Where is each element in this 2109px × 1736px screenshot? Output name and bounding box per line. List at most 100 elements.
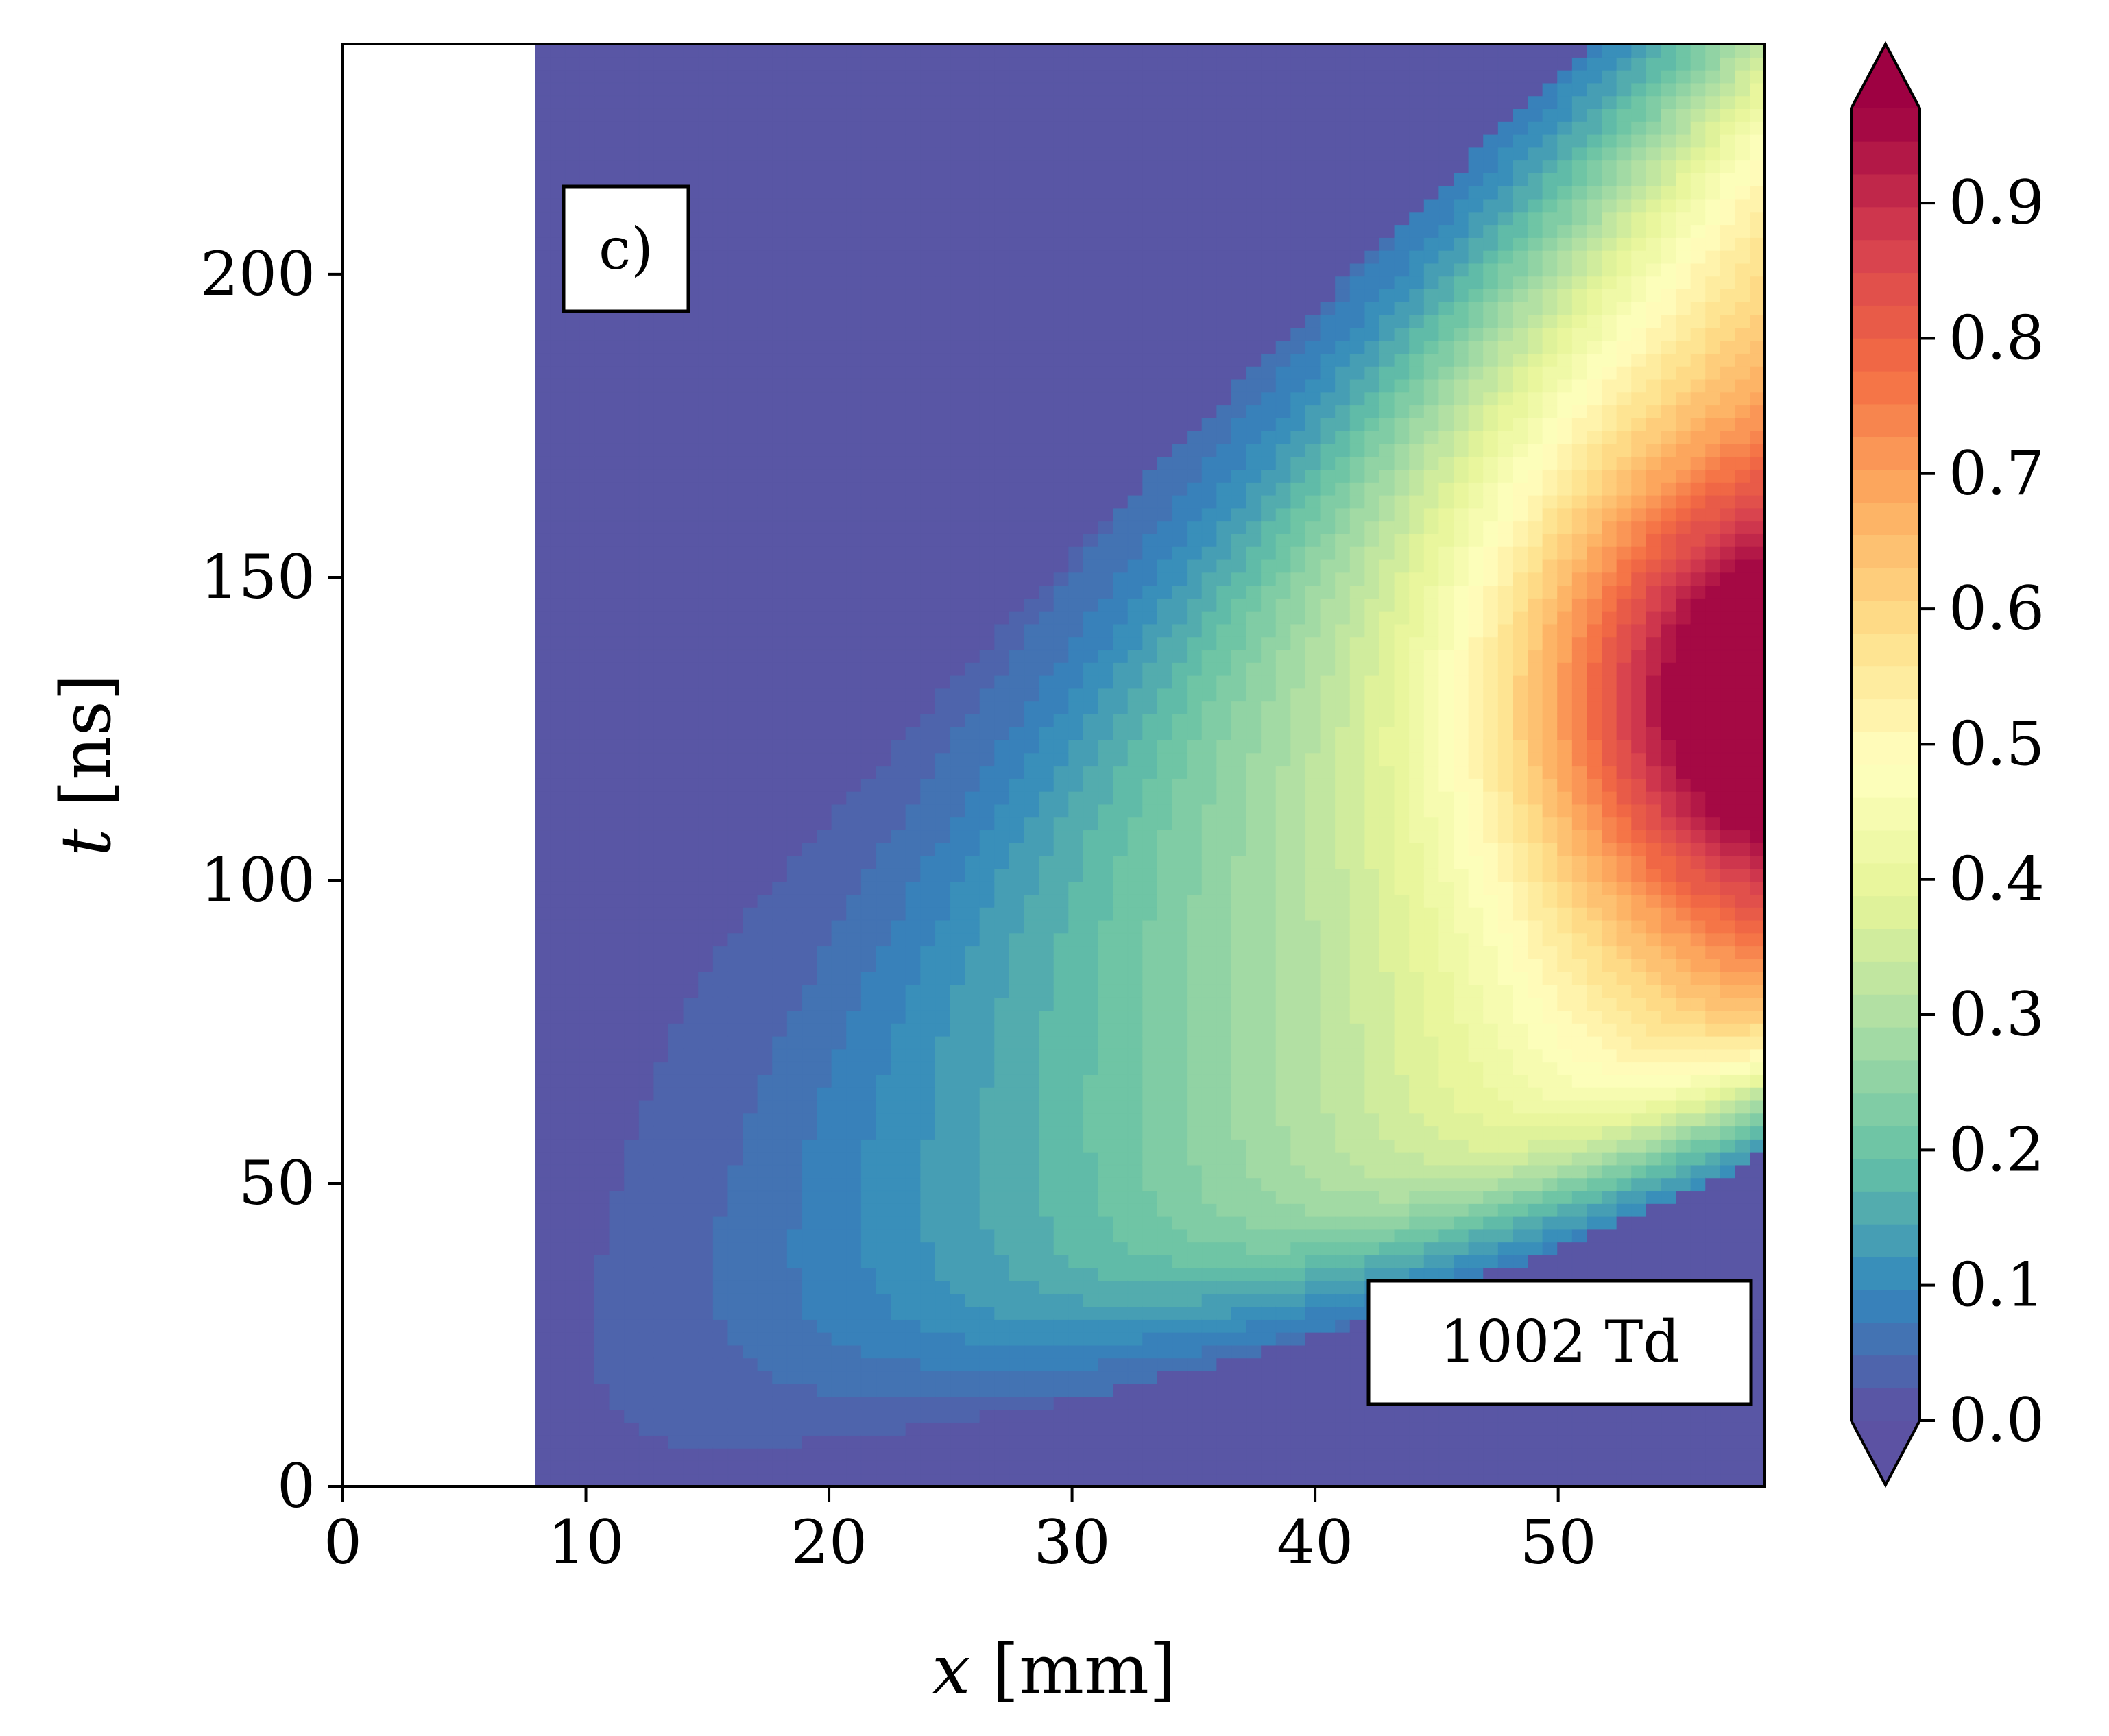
heatmap-cell bbox=[653, 546, 670, 560]
heatmap-cell bbox=[979, 1370, 996, 1384]
heatmap-cell bbox=[831, 662, 847, 676]
heatmap-cell bbox=[1142, 804, 1159, 818]
heatmap-cell bbox=[831, 520, 847, 534]
heatmap-cell bbox=[876, 417, 892, 431]
heatmap-cell bbox=[1113, 945, 1129, 959]
heatmap-cell bbox=[802, 507, 818, 522]
heatmap-cell bbox=[1068, 1241, 1085, 1255]
heatmap-cell bbox=[994, 494, 1011, 509]
heatmap-cell bbox=[846, 1048, 863, 1063]
heatmap-cell bbox=[727, 56, 744, 71]
heatmap-cell bbox=[905, 829, 921, 843]
heatmap-cell bbox=[860, 675, 877, 689]
heatmap-cell bbox=[1127, 1447, 1144, 1462]
heatmap-cell bbox=[712, 1421, 729, 1436]
heatmap-cell bbox=[860, 906, 877, 921]
heatmap-cell bbox=[935, 69, 951, 84]
heatmap-cell bbox=[831, 751, 847, 767]
heatmap-cell bbox=[638, 1267, 655, 1281]
heatmap-cell bbox=[965, 520, 981, 534]
heatmap-cell bbox=[535, 95, 551, 110]
heatmap-cell bbox=[1098, 365, 1114, 380]
heatmap-cell bbox=[1068, 1061, 1085, 1075]
heatmap-cell bbox=[1142, 1112, 1159, 1127]
heatmap-cell bbox=[579, 1061, 596, 1075]
heatmap-cell bbox=[817, 1151, 833, 1166]
heatmap-cell bbox=[876, 365, 892, 380]
heatmap-cell bbox=[579, 597, 596, 612]
heatmap-cell bbox=[624, 1022, 640, 1037]
heatmap-cell bbox=[1009, 1087, 1025, 1101]
heatmap-cell bbox=[1009, 751, 1025, 767]
heatmap-cell bbox=[1039, 134, 1055, 148]
heatmap-cell bbox=[860, 855, 877, 869]
heatmap-cell bbox=[1009, 804, 1025, 818]
heatmap-cell bbox=[550, 1345, 566, 1359]
heatmap-cell bbox=[594, 1228, 610, 1243]
heatmap-cell bbox=[1083, 1087, 1099, 1101]
heatmap-cell bbox=[905, 210, 921, 226]
heatmap-cell bbox=[1127, 56, 1144, 71]
heatmap-cell bbox=[786, 867, 803, 882]
heatmap-cell bbox=[876, 1022, 892, 1037]
heatmap-cell bbox=[712, 1009, 729, 1024]
heatmap-cell bbox=[1142, 1370, 1159, 1384]
heatmap-cell bbox=[579, 1241, 596, 1255]
heatmap-cell bbox=[891, 1228, 907, 1243]
heatmap-cell bbox=[743, 662, 759, 676]
heatmap-cell bbox=[1172, 237, 1188, 251]
heatmap-cell bbox=[550, 945, 566, 959]
heatmap-cell bbox=[712, 1138, 729, 1153]
heatmap-cell bbox=[698, 919, 714, 934]
heatmap-cell bbox=[668, 1254, 684, 1268]
heatmap-cell bbox=[817, 713, 833, 727]
heatmap-cell bbox=[653, 842, 670, 856]
heatmap-cell bbox=[609, 804, 625, 818]
heatmap-cell bbox=[609, 764, 625, 779]
heatmap-cell bbox=[1172, 829, 1188, 843]
heatmap-cell bbox=[579, 1292, 596, 1307]
heatmap-cell bbox=[638, 56, 655, 71]
heatmap-cell bbox=[1172, 880, 1188, 895]
heatmap-cell bbox=[1113, 1267, 1129, 1281]
heatmap-cell bbox=[772, 301, 788, 315]
heatmap-cell bbox=[743, 636, 759, 651]
heatmap-cell bbox=[802, 533, 818, 547]
heatmap-cell bbox=[965, 314, 981, 328]
heatmap-cell bbox=[653, 1370, 670, 1384]
heatmap-cell bbox=[965, 1035, 981, 1050]
heatmap-cell bbox=[786, 1357, 803, 1372]
heatmap-cell bbox=[712, 417, 729, 431]
heatmap-cell bbox=[1009, 56, 1025, 71]
heatmap-cell bbox=[594, 69, 610, 84]
heatmap-cell bbox=[965, 210, 981, 226]
heatmap-cell bbox=[802, 146, 818, 161]
heatmap-cell bbox=[786, 1370, 803, 1384]
heatmap-cell bbox=[712, 559, 729, 573]
heatmap-cell bbox=[994, 842, 1011, 856]
heatmap-cell bbox=[1083, 185, 1099, 200]
heatmap-cell bbox=[683, 1357, 699, 1372]
heatmap-cell bbox=[786, 224, 803, 238]
heatmap-cell bbox=[638, 842, 655, 856]
heatmap-cell bbox=[1009, 134, 1025, 148]
heatmap-cell bbox=[860, 275, 877, 290]
heatmap-cell bbox=[698, 1357, 714, 1372]
heatmap-cell bbox=[1068, 623, 1085, 638]
heatmap-cell bbox=[831, 172, 847, 186]
heatmap-cell bbox=[802, 829, 818, 843]
heatmap-cell bbox=[994, 1396, 1011, 1410]
heatmap-cell bbox=[1127, 855, 1144, 869]
heatmap-cell bbox=[935, 739, 951, 754]
heatmap-cell bbox=[817, 1009, 833, 1024]
heatmap-cell bbox=[624, 932, 640, 947]
heatmap-cell bbox=[876, 1267, 892, 1281]
heatmap-cell bbox=[757, 662, 773, 676]
heatmap-cell bbox=[564, 893, 581, 908]
heatmap-cell bbox=[1039, 984, 1055, 998]
heatmap-cell bbox=[1068, 172, 1085, 186]
heatmap-cell bbox=[564, 636, 581, 651]
heatmap-cell bbox=[831, 352, 847, 367]
heatmap-cell bbox=[1142, 1434, 1159, 1449]
heatmap-cell bbox=[891, 1370, 907, 1384]
